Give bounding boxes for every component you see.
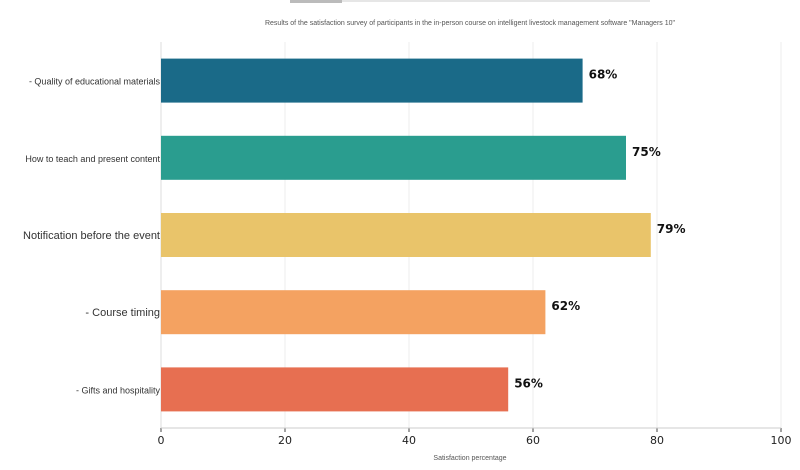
title-rule-accent xyxy=(290,0,342,3)
bar xyxy=(161,367,509,412)
value-label: 75% xyxy=(632,145,661,159)
x-tick-label: 100 xyxy=(771,434,792,447)
x-tick-label: 0 xyxy=(158,434,165,447)
category-label: - Gifts and hospitality xyxy=(76,385,161,395)
labels: 68% - Quality of educational materials 75%… xyxy=(23,68,686,396)
value-label: 68% xyxy=(589,68,618,82)
category-label: - Course timing xyxy=(85,307,160,319)
category-label: Notification before the event xyxy=(23,230,160,242)
bar xyxy=(161,135,626,180)
category-label: How to teach and present content xyxy=(25,154,160,164)
x-axis: 0 20 40 60 80 100 xyxy=(158,427,792,447)
x-tick-label: 40 xyxy=(402,434,416,447)
value-label: 79% xyxy=(657,222,686,236)
category-label: - Quality of educational materials xyxy=(29,77,161,87)
value-label: 56% xyxy=(514,376,543,390)
bars xyxy=(161,58,651,412)
chart-title: Results of the satisfaction survey of pa… xyxy=(265,20,676,27)
bar xyxy=(161,58,583,103)
bar xyxy=(161,213,651,257)
x-tick-label: 80 xyxy=(650,434,664,447)
value-label: 62% xyxy=(551,299,580,313)
x-tick-label: 60 xyxy=(526,434,540,447)
x-tick-label: 20 xyxy=(278,434,292,447)
bar xyxy=(161,290,546,335)
x-axis-title: Satisfaction percentage xyxy=(433,455,506,462)
